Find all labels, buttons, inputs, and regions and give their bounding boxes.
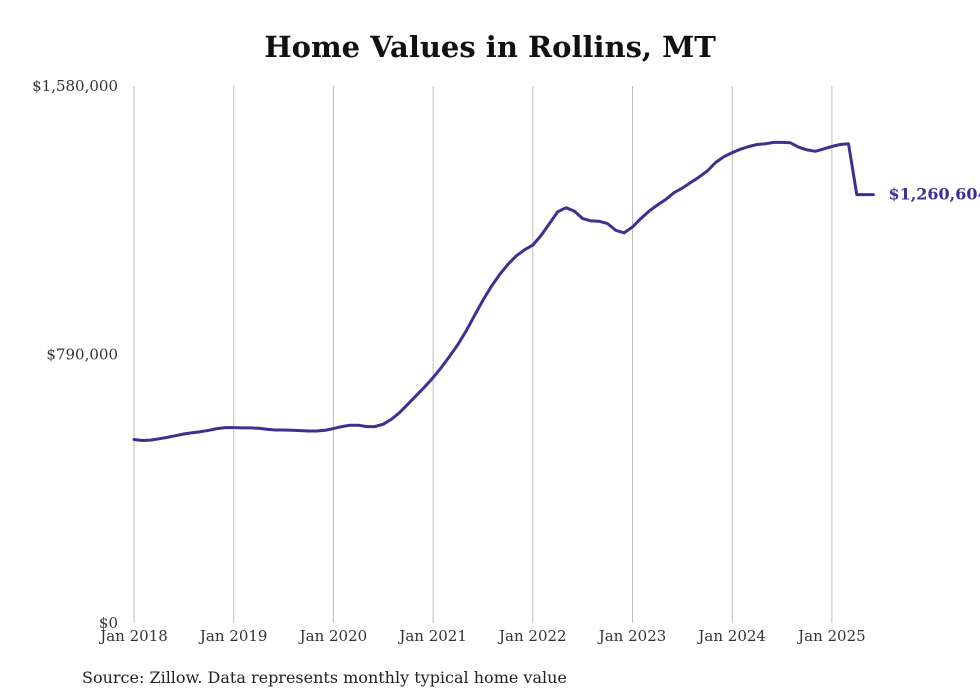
x-tick-label: Jan 2023 [597, 627, 667, 645]
y-axis: $0 $790,000 $1,580,000 [32, 77, 118, 632]
y-tick-label: $1,580,000 [32, 77, 118, 95]
x-tick-label: Jan 2021 [397, 627, 467, 645]
y-tick-label: $790,000 [46, 346, 118, 364]
end-value-label: $1,260,604 [888, 185, 980, 204]
x-tick-label: Jan 2019 [198, 627, 268, 645]
x-tick-label: Jan 2022 [497, 627, 567, 645]
y-tick-label: $0 [99, 614, 118, 632]
x-tick-label: Jan 2024 [696, 627, 766, 645]
end-label-layer: $1,260,604 [888, 185, 980, 204]
series-layer [132, 140, 875, 442]
x-tick-label: Jan 2020 [298, 627, 368, 645]
x-tick-label: Jan 2025 [796, 627, 866, 645]
gridlines [133, 86, 833, 623]
x-axis: Jan 2018 Jan 2019 Jan 2020 Jan 2021 Jan 2022… [98, 627, 865, 645]
source-note: Source: Zillow. Data represents monthly … [82, 668, 567, 687]
series-line [132, 140, 875, 442]
chart-title: Home Values in Rollins, MT [264, 30, 716, 64]
x-tick-label: Jan 2018 [98, 627, 168, 645]
